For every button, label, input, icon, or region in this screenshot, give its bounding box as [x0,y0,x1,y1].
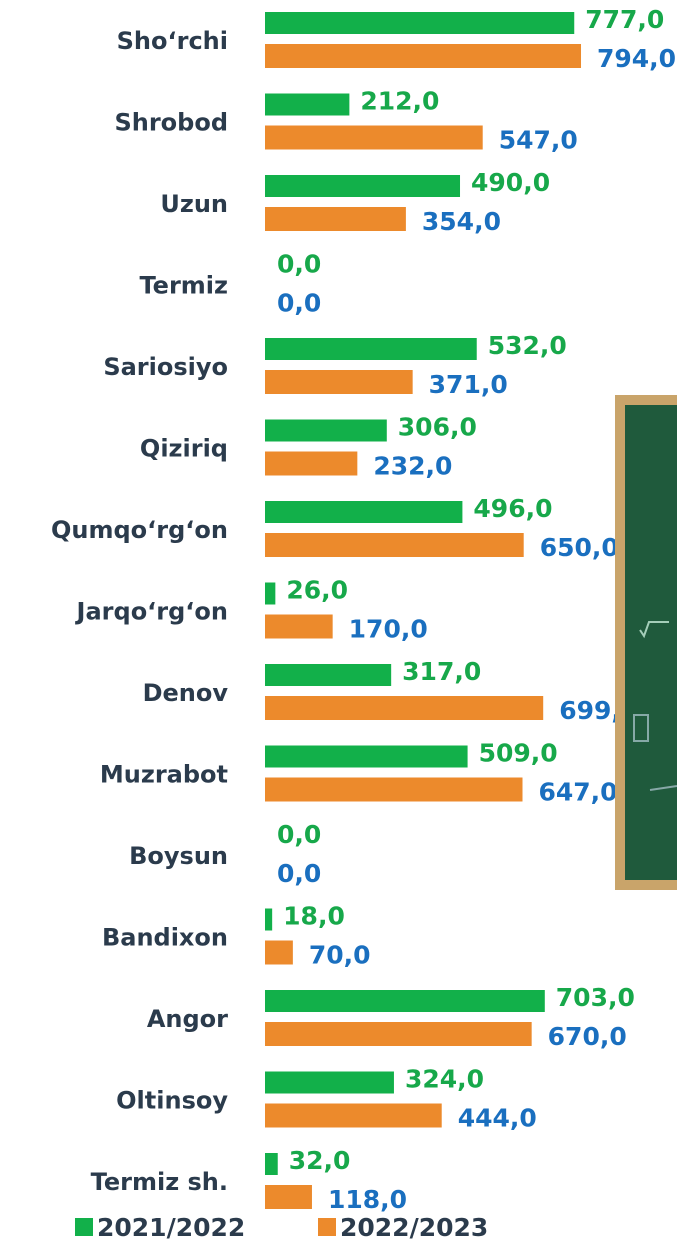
value-label: 650,0 [540,533,619,562]
value-label: 703,0 [556,983,635,1012]
bar [265,125,483,150]
legend-swatch [318,1218,336,1236]
value-label: 324,0 [405,1065,484,1094]
category-label: Oltinsoy [116,1087,228,1115]
value-label: 232,0 [373,452,452,481]
value-label: 212,0 [360,87,439,116]
bar [265,175,461,197]
legend-item: 2021/2022 [75,1213,245,1242]
bar [265,338,477,360]
chalkboard-decoration [615,395,677,890]
category-label: Termiz [140,272,229,300]
legend-swatch [75,1218,93,1236]
value-label: 794,0 [597,44,676,73]
value-label: 0,0 [277,859,321,888]
bar [265,1185,312,1209]
bar [265,207,406,231]
category-label: Jarqo‘rg‘on [75,598,228,626]
bar [265,696,544,720]
category-label: Termiz sh. [91,1168,228,1196]
bar [265,451,358,476]
bar [265,1022,532,1046]
legend-item: 2022/2023 [318,1213,488,1242]
bar [265,93,350,116]
value-label: 306,0 [398,413,477,442]
value-label: 0,0 [277,820,321,849]
bar [265,1071,394,1094]
category-label: Qiziriq [140,435,228,463]
value-label: 547,0 [499,126,578,155]
value-label: 371,0 [429,370,508,399]
bar [265,745,468,768]
bar [265,777,523,802]
bar [265,1153,278,1175]
value-label: 532,0 [488,331,567,360]
category-label: Sho‘rchi [117,27,228,55]
value-label: 647,0 [539,778,618,807]
bar [265,44,582,68]
category-label: Shrobod [114,109,228,137]
bar [265,990,545,1012]
value-label: 444,0 [458,1104,537,1133]
bar [265,370,413,394]
category-label: Boysun [129,842,228,870]
value-label: 317,0 [402,657,481,686]
legend-label: 2022/2023 [340,1213,488,1242]
value-label: 118,0 [328,1185,407,1214]
value-label: 670,0 [548,1022,627,1051]
plot-area: Sho‘rchi 777,0 794,0 Shrobod 212,0 547,0 Uzun 4… [51,5,676,1214]
category-label: Bandixon [102,924,228,952]
bar [265,419,387,442]
value-label: 26,0 [286,576,348,605]
bar [265,12,575,34]
category-label: Sariosiyo [103,353,228,381]
bar [265,664,392,686]
category-label: Uzun [160,190,228,218]
bar [265,614,333,639]
value-label: 70,0 [309,941,371,970]
value-label: 777,0 [585,5,664,34]
value-label: 18,0 [283,902,345,931]
category-label: Denov [143,679,229,707]
value-label: 509,0 [479,739,558,768]
legend-label: 2021/2022 [97,1213,245,1242]
bar [265,582,276,605]
bar [265,940,293,965]
category-label: Qumqo‘rg‘on [51,516,228,544]
bar [265,533,524,557]
value-label: 496,0 [473,494,552,523]
value-label: 0,0 [277,289,321,318]
bar [265,1103,442,1128]
value-label: 32,0 [289,1146,351,1175]
bar [265,501,463,523]
value-label: 0,0 [277,250,321,279]
category-label: Muzrabot [100,761,228,789]
bar [265,908,273,931]
value-label: 170,0 [349,615,428,644]
value-label: 490,0 [471,168,550,197]
value-label: 354,0 [422,207,501,236]
category-label: Angor [147,1005,228,1033]
